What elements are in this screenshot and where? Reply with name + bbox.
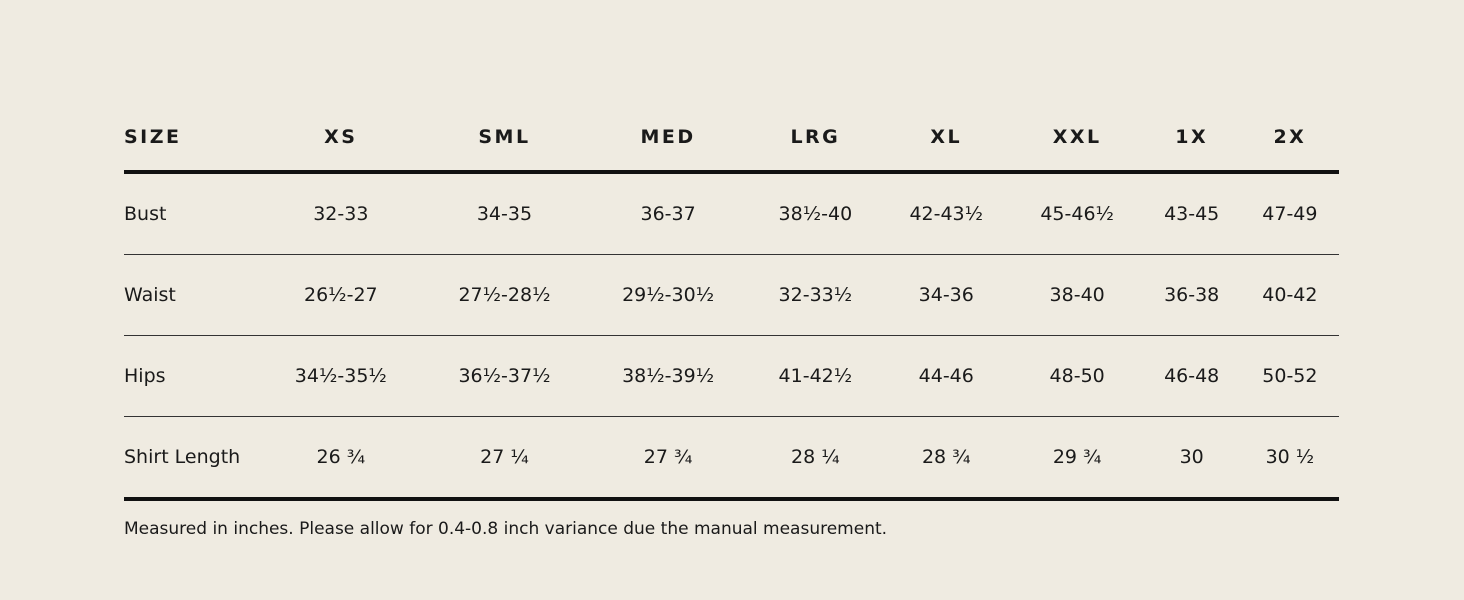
row: Waist 26½-27 27½-28½ 29½-30½ 32-33½ 34-36 38-4… bbox=[124, 254, 1339, 336]
header-cell: XXL bbox=[1011, 104, 1143, 174]
cell: 28 ¼ bbox=[749, 416, 881, 501]
cell: Hips bbox=[124, 335, 259, 417]
cell: 50-52 bbox=[1240, 335, 1339, 417]
header-cell: SML bbox=[422, 104, 587, 174]
header-cell: SIZE bbox=[124, 104, 259, 174]
cell: 34½-35½ bbox=[259, 335, 423, 417]
header-cell: MED bbox=[586, 104, 750, 174]
cell: 46-48 bbox=[1142, 335, 1241, 417]
cell: 32-33½ bbox=[749, 254, 881, 336]
cell: 40-42 bbox=[1240, 254, 1339, 336]
cell: 29½-30½ bbox=[586, 254, 750, 336]
cell: 48-50 bbox=[1011, 335, 1143, 417]
header-cell: 2X bbox=[1240, 104, 1339, 174]
cell: 38½-40 bbox=[749, 172, 881, 255]
header-cell: 1X bbox=[1142, 104, 1241, 174]
cell: 27½-28½ bbox=[422, 254, 587, 336]
cell: 38½-39½ bbox=[586, 335, 750, 417]
note: Measured in inches. Please allow for 0.4… bbox=[124, 519, 888, 539]
cell: Shirt Length bbox=[124, 416, 259, 501]
size-chart: SIZE XS SML MED LRG XL XXL 1X 2X Bust 32-33 34-35 36… bbox=[124, 104, 1339, 539]
row: Shirt Length 26 ¾ 27 ¼ 27 ¾ 28 ¼ 28 ¾ 29 ¾ 30 30… bbox=[124, 416, 1339, 501]
cell: Bust bbox=[124, 172, 259, 255]
cell: 28 ¾ bbox=[880, 416, 1012, 501]
cell: 36-38 bbox=[1142, 254, 1241, 336]
cell: 42-43½ bbox=[880, 172, 1012, 255]
cell: 44-46 bbox=[880, 335, 1012, 417]
cell: 30 bbox=[1142, 416, 1241, 501]
cell: 47-49 bbox=[1240, 172, 1339, 255]
header-cell: XS bbox=[259, 104, 423, 174]
cell: 26 ¾ bbox=[259, 416, 423, 501]
row: Hips 34½-35½ 36½-37½ 38½-39½ 41-42½ 44-46 48-5… bbox=[124, 335, 1339, 417]
cell: 34-36 bbox=[880, 254, 1012, 336]
header-cell: XL bbox=[880, 104, 1012, 174]
table: SIZE XS SML MED LRG XL XXL 1X 2X Bust 32-33 34-35 36… bbox=[124, 104, 1339, 501]
row: Bust 32-33 34-35 36-37 38½-40 42-43½ 45-46½ 43-… bbox=[124, 172, 1339, 255]
cell: 32-33 bbox=[259, 172, 423, 255]
cell: 41-42½ bbox=[749, 335, 881, 417]
cell: 43-45 bbox=[1142, 172, 1241, 255]
cell: 36½-37½ bbox=[422, 335, 587, 417]
cell: 26½-27 bbox=[259, 254, 423, 336]
cell: 45-46½ bbox=[1011, 172, 1143, 255]
cell: 29 ¾ bbox=[1011, 416, 1143, 501]
cell: 34-35 bbox=[422, 172, 587, 255]
header-row: SIZE XS SML MED LRG XL XXL 1X 2X bbox=[124, 104, 1339, 174]
header-cell: LRG bbox=[749, 104, 881, 174]
cell: 30 ½ bbox=[1240, 416, 1339, 501]
cell: 38-40 bbox=[1011, 254, 1143, 336]
cell: 27 ¼ bbox=[422, 416, 587, 501]
cell: 36-37 bbox=[586, 172, 750, 255]
cell: 27 ¾ bbox=[586, 416, 750, 501]
cell: Waist bbox=[124, 254, 259, 336]
